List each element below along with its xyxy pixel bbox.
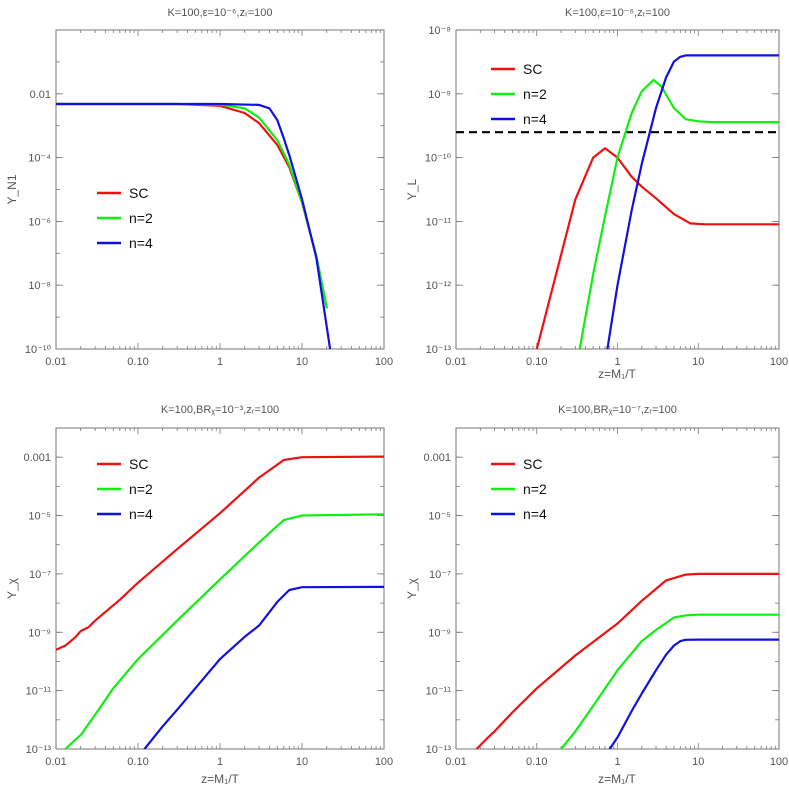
- y-tick-label: 10⁻¹⁰: [25, 344, 52, 356]
- x-axis-label: z=M₁/T: [598, 367, 636, 381]
- series-line-SC: [56, 102, 328, 309]
- plot-frame: [455, 427, 780, 750]
- x-tick-label: 10: [296, 356, 308, 368]
- x-tick-label: 0.10: [526, 356, 547, 368]
- legend-label: n=2: [523, 86, 547, 102]
- plot-frame: [55, 29, 385, 350]
- legend-label: n=2: [129, 210, 153, 226]
- x-tick-label: 0.10: [127, 356, 148, 368]
- y-tick-label: 10⁻⁹: [428, 627, 451, 639]
- legend-label: n=4: [523, 506, 547, 522]
- y-tick-label: 10⁻¹³: [426, 744, 452, 756]
- y-axis-label: Y_χ: [405, 577, 419, 599]
- legend-label: n=4: [129, 235, 153, 251]
- legend-label: n=2: [523, 481, 547, 497]
- y-tick-label: 10⁻⁵: [28, 511, 51, 523]
- series-line-n=4: [143, 585, 384, 749]
- legend-label: SC: [129, 456, 148, 472]
- y-tick-label: 10⁻⁵: [428, 511, 451, 523]
- x-tick-label: 0.10: [127, 756, 148, 768]
- panel-title: K=100,ε=10⁻⁶,zᵣ=100: [565, 7, 670, 19]
- y-tick-label: 0.001: [23, 452, 51, 464]
- y-tick-label: 10⁻⁷: [429, 569, 451, 581]
- x-tick-label: 0.10: [526, 756, 547, 768]
- chart-panel-1: 0.01 0.10 1 10 100 0.01 10⁻⁴ 10⁻⁶ 10⁻⁸ 10⁻¹⁰ K=100…: [5, 7, 393, 368]
- y-tick-label: 10⁻⁸: [428, 25, 451, 37]
- series-line-n=4: [608, 638, 779, 749]
- x-tick-label: 1: [217, 356, 223, 368]
- y-tick-label: 10⁻¹¹: [26, 686, 52, 698]
- x-tick-label: 100: [770, 756, 788, 768]
- series-line-n=2: [578, 78, 779, 349]
- x-tick-label: 0.01: [445, 356, 466, 368]
- x-tick-label: 1: [614, 756, 620, 768]
- x-tick-label: 100: [375, 356, 393, 368]
- legend-label: n=2: [129, 481, 153, 497]
- x-tick-label: 0.01: [45, 756, 66, 768]
- x-tick-label: 10: [692, 756, 704, 768]
- y-tick-label: 10⁻¹³: [26, 744, 52, 756]
- x-axis-label: z=M₁/T: [598, 772, 636, 786]
- series-line-SC: [535, 147, 779, 349]
- y-tick-label: 0.001: [423, 452, 451, 464]
- y-axis-label: Y_χ: [5, 577, 19, 599]
- plot-frame: [455, 29, 780, 350]
- chart-panel-2: 0.01 0.10 1 10 100 10⁻⁸ 10⁻⁹ 10⁻¹⁰ 10⁻¹¹ 10⁻¹² 10⁻…: [405, 7, 788, 381]
- y-tick-label: 10⁻⁹: [28, 627, 51, 639]
- x-tick-label: 0.01: [445, 756, 466, 768]
- y-tick-label: 10⁻¹³: [426, 344, 452, 356]
- series-line-n=4: [606, 54, 779, 349]
- y-tick-label: 10⁻¹²: [426, 280, 452, 292]
- series-line-n=2: [64, 513, 384, 749]
- series-line-n=4: [56, 102, 332, 349]
- chart-panel-4: 0.01 0.10 1 10 100 0.001 10⁻⁵ 10⁻⁷ 10⁻⁹ 10⁻¹¹ 10⁻¹…: [405, 404, 788, 786]
- y-tick-label: 10⁻⁷: [29, 569, 51, 581]
- x-tick-label: 0.01: [45, 356, 66, 368]
- x-tick-label: 1: [614, 356, 620, 368]
- x-tick-label: 1: [217, 756, 223, 768]
- y-tick-label: 10⁻¹¹: [426, 686, 452, 698]
- series-line-n=2: [56, 102, 328, 309]
- y-tick-label: 10⁻¹⁰: [425, 153, 452, 165]
- panel-title: K=100,BRᵪ=10⁻³,zᵣ=100: [161, 404, 279, 416]
- x-tick-label: 100: [375, 756, 393, 768]
- series-line-SC: [475, 572, 779, 749]
- y-axis-label: Y_N1: [5, 174, 19, 204]
- x-tick-label: 100: [770, 356, 788, 368]
- panel-title: K=100,ε=10⁻⁶,zᵣ=100: [167, 7, 272, 19]
- legend-label: SC: [523, 456, 542, 472]
- y-tick-label: 10⁻⁸: [28, 280, 51, 292]
- y-axis-label: Y_L: [405, 179, 419, 201]
- legend-label: n=4: [129, 506, 153, 522]
- legend-label: SC: [129, 185, 148, 201]
- y-tick-label: 10⁻¹¹: [426, 216, 452, 228]
- x-axis-label: z=M₁/T: [201, 772, 239, 786]
- y-tick-label: 0.01: [30, 89, 51, 101]
- y-tick-label: 10⁻⁶: [28, 216, 51, 228]
- x-tick-label: 10: [692, 356, 704, 368]
- series-line-n=2: [559, 613, 779, 749]
- chart-panel-3: 0.01 0.10 1 10 100 0.001 10⁻⁵ 10⁻⁷ 10⁻⁹ 10⁻¹¹ 10⁻¹…: [5, 404, 393, 786]
- legend-label: SC: [523, 61, 542, 77]
- panel-title: K=100,BRᵪ=10⁻⁷,zᵣ=100: [558, 404, 677, 416]
- y-tick-label: 10⁻⁹: [428, 89, 451, 101]
- legend-label: n=4: [523, 111, 547, 127]
- x-tick-label: 10: [296, 756, 308, 768]
- series-line-SC: [56, 455, 384, 651]
- y-tick-label: 10⁻⁴: [28, 153, 51, 165]
